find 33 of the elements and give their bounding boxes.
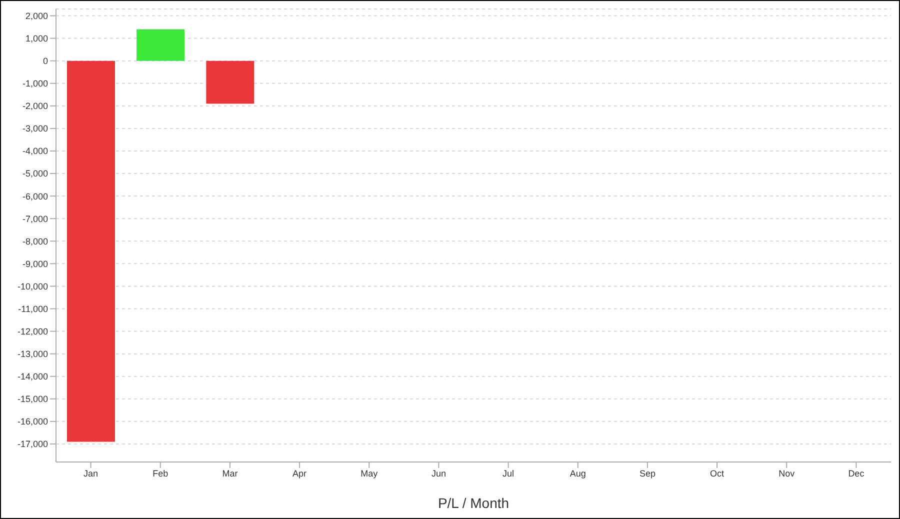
x-tick-label: Aug xyxy=(570,468,586,478)
y-tick-label: -5,000 xyxy=(22,168,48,179)
x-tick-label: Feb xyxy=(152,468,168,478)
y-tick-label: -17,000 xyxy=(17,439,48,450)
y-tick-label: -3,000 xyxy=(22,124,48,134)
y-tick-label: -1,000 xyxy=(22,78,48,89)
y-tick-label: -4,000 xyxy=(22,146,48,156)
x-tick-label: May xyxy=(360,468,378,478)
y-tick-label: -16,000 xyxy=(17,416,48,427)
x-tick-label: Dec xyxy=(848,468,865,478)
x-tick-label: Mar xyxy=(222,468,238,478)
y-tick-label: -14,000 xyxy=(17,372,48,382)
y-tick-label: -13,000 xyxy=(17,349,48,360)
x-tick-label: Oct xyxy=(710,468,725,478)
y-tick-label: -2,000 xyxy=(22,101,48,112)
x-tick-label: Sep xyxy=(639,468,656,478)
y-tick-label: -15,000 xyxy=(17,394,48,404)
y-tick-label: -11,000 xyxy=(18,304,48,314)
x-axis-title: P/L / Month xyxy=(438,495,510,511)
y-tick-label: -9,000 xyxy=(22,258,48,269)
y-tick-label: -6,000 xyxy=(22,191,48,202)
x-tick-label: Jan xyxy=(84,468,98,478)
y-tick-label: -8,000 xyxy=(22,236,48,246)
y-tick-label: 1,000 xyxy=(25,33,48,44)
x-tick-label: Apr xyxy=(292,468,307,478)
x-tick-label: Jun xyxy=(431,468,446,478)
y-tick-label: 2,000 xyxy=(25,10,48,21)
y-tick-label: 0 xyxy=(42,56,48,66)
y-tick-label: -10,000 xyxy=(17,281,48,292)
x-tick-label: Nov xyxy=(778,468,796,478)
y-tick-label: -12,000 xyxy=(17,326,48,336)
y-tick-label: -7,000 xyxy=(22,214,48,224)
x-tick-label: Jul xyxy=(502,468,514,478)
